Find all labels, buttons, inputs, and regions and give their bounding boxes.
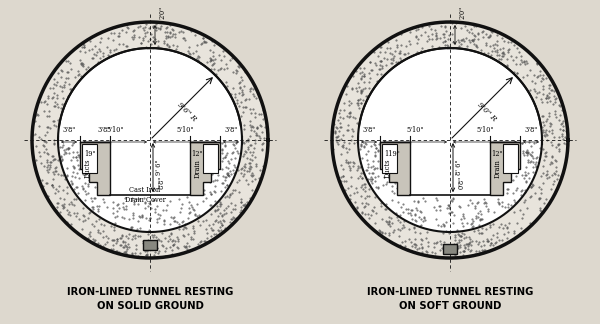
Text: Drain: Drain: [494, 159, 502, 178]
Text: Drain: Drain: [194, 159, 202, 178]
Bar: [203, 144, 218, 173]
Text: 19": 19": [84, 150, 95, 158]
Text: 12": 12": [191, 150, 203, 158]
Polygon shape: [190, 142, 220, 195]
Text: Ducts: Ducts: [384, 159, 392, 178]
Circle shape: [332, 22, 568, 258]
Text: 3'8": 3'8": [524, 126, 538, 134]
Text: 3'8": 3'8": [62, 126, 76, 134]
Bar: [382, 144, 397, 173]
Text: ON SOLID GROUND: ON SOLID GROUND: [97, 301, 203, 311]
Bar: [443, 244, 457, 254]
Text: IRON-LINED TUNNEL RESTING: IRON-LINED TUNNEL RESTING: [367, 287, 533, 297]
Circle shape: [32, 22, 268, 258]
Text: 119": 119": [384, 150, 400, 158]
Text: Cast Iron
Drain Cover: Cast Iron Drain Cover: [125, 186, 166, 203]
Circle shape: [359, 49, 542, 232]
Text: 9' 6": 9' 6": [155, 160, 163, 175]
Text: ON SOFT GROUND: ON SOFT GROUND: [399, 301, 501, 311]
Text: 2'0": 2'0": [458, 6, 466, 19]
Text: 3'8": 3'8": [224, 126, 238, 134]
Polygon shape: [80, 142, 110, 195]
Text: 3'8": 3'8": [362, 126, 376, 134]
Circle shape: [59, 49, 241, 232]
Text: IRON-LINED TUNNEL RESTING: IRON-LINED TUNNEL RESTING: [67, 287, 233, 297]
Text: 8'8": 8'8": [158, 176, 166, 189]
Text: Ducts: Ducts: [84, 159, 92, 178]
Bar: [143, 240, 157, 250]
Text: 5'10": 5'10": [176, 126, 194, 134]
Text: 9'0" R: 9'0" R: [475, 100, 497, 122]
Polygon shape: [380, 142, 410, 195]
Text: 5'10": 5'10": [476, 126, 494, 134]
Text: 5'10": 5'10": [406, 126, 424, 134]
Bar: [503, 144, 518, 173]
Bar: [82, 144, 97, 173]
Text: 8' 6": 8' 6": [455, 160, 463, 175]
Text: 3'8": 3'8": [97, 126, 110, 134]
Text: 5'10": 5'10": [106, 126, 124, 134]
Text: 12": 12": [491, 150, 503, 158]
Text: 9'6" R: 9'6" R: [175, 100, 197, 122]
Polygon shape: [490, 142, 520, 195]
Text: 2'0": 2'0": [158, 6, 166, 19]
Text: 0'8": 0'8": [458, 176, 466, 189]
